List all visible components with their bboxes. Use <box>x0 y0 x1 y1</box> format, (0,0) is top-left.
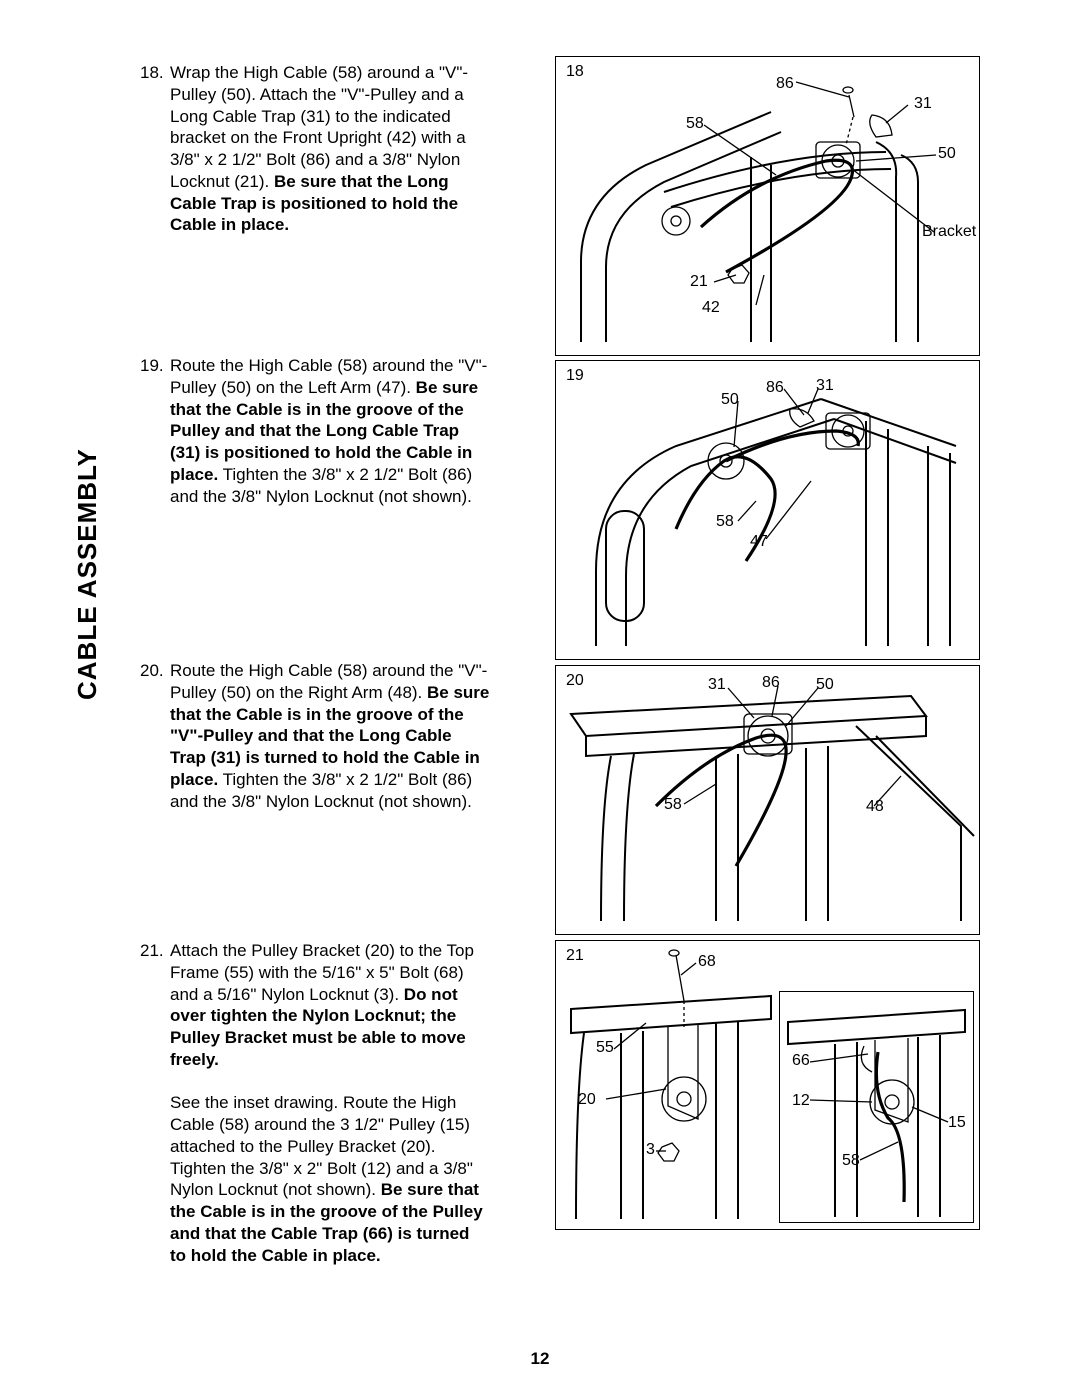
fig21-label-20: 20 <box>578 1091 596 1109</box>
fig21-label-66: 66 <box>792 1052 810 1070</box>
fig21-label-68: 68 <box>698 953 716 971</box>
step-19-number: 19. <box>140 355 164 377</box>
manual-page: CABLE ASSEMBLY 18. Wrap the High Cable (… <box>0 0 1080 1397</box>
step-18-body: Wrap the High Cable (58) around a "V"-Pu… <box>170 63 468 234</box>
fig18-label-58: 58 <box>686 115 704 133</box>
figure-19-drawing <box>556 361 981 661</box>
step-20-body: Route the High Cable (58) around the "V"… <box>170 661 489 811</box>
step-18-number: 18. <box>140 62 164 84</box>
fig19-label-58: 58 <box>716 513 734 531</box>
fig21-label-55: 55 <box>596 1039 614 1057</box>
fig19-label-31: 31 <box>816 377 834 395</box>
fig20-label-50: 50 <box>816 676 834 694</box>
fig20-label-58: 58 <box>664 796 682 814</box>
figure-20-drawing <box>556 666 981 936</box>
fig20-label-86: 86 <box>762 674 780 692</box>
fig20-label-31: 31 <box>708 676 726 694</box>
step-19-text: 19. Route the High Cable (58) around the… <box>170 355 490 507</box>
fig20-label-48: 48 <box>866 798 884 816</box>
figure-21-inset: 66 12 15 58 <box>779 991 974 1223</box>
page-number: 12 <box>0 1349 1080 1369</box>
fig19-label-50: 50 <box>721 391 739 409</box>
section-side-label: CABLE ASSEMBLY <box>72 448 103 700</box>
fig18-label-50: 50 <box>938 145 956 163</box>
step-20-number: 20. <box>140 660 164 682</box>
step-19-body: Route the High Cable (58) around the "V"… <box>170 356 487 506</box>
figure-21: 21 <box>555 940 980 1230</box>
step-21-number: 21. <box>140 940 164 962</box>
step-21-body: Attach the Pulley Bracket (20) to the To… <box>170 941 483 1265</box>
figure-20: 20 <box>555 665 980 935</box>
step-21-text: 21. Attach the Pulley Bracket (20) to th… <box>170 940 490 1266</box>
fig18-label-21: 21 <box>690 273 708 291</box>
fig21-label-15: 15 <box>948 1114 966 1132</box>
figure-19: 19 <box>555 360 980 660</box>
fig21-label-58i: 58 <box>842 1152 860 1170</box>
fig18-label-42: 42 <box>702 299 720 317</box>
fig21-label-3: 3 <box>646 1141 655 1159</box>
step-20-text: 20. Route the High Cable (58) around the… <box>170 660 490 812</box>
fig21-label-12: 12 <box>792 1092 810 1110</box>
figure-18: 18 <box>555 56 980 356</box>
fig19-label-86: 86 <box>766 379 784 397</box>
fig18-label-bracket: Bracket <box>922 223 976 241</box>
fig18-label-31: 31 <box>914 95 932 113</box>
fig19-label-47: 47 <box>750 533 768 551</box>
step-18-text: 18. Wrap the High Cable (58) around a "V… <box>170 62 490 236</box>
figure-21-drawing <box>556 941 779 1231</box>
fig18-label-86: 86 <box>776 75 794 93</box>
